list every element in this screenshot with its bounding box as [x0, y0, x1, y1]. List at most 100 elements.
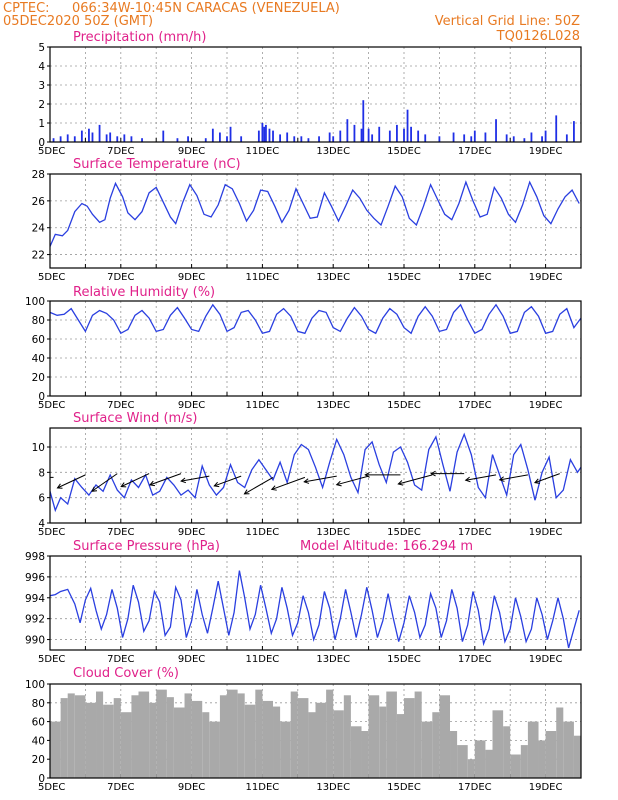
temp-series-line [50, 180, 580, 247]
precip-bar [346, 119, 349, 142]
precip-bar [438, 136, 441, 142]
cloud-area-bar [209, 721, 220, 778]
cloud-area-bar [326, 689, 334, 778]
precip-bar [424, 134, 427, 142]
precip-xtick-label: 11DEC [246, 146, 280, 157]
precip-bar [362, 100, 365, 142]
cloud-area-bar [184, 693, 192, 778]
wind-arrow [303, 475, 337, 484]
precip-bar [73, 136, 76, 142]
cloud-area-bar [545, 731, 557, 778]
cloud-area-bar [219, 695, 227, 778]
cloud-panel: 0 20 40 60 80 100 5DEC 7DEC 9DEC 11DEC 13DEC 15DEC 1… [25, 679, 582, 793]
precip-bar [211, 128, 214, 142]
cloud-area-bar [414, 691, 422, 778]
precip-bar [116, 136, 119, 142]
pressure-xtick-label: 19DEC [529, 654, 563, 665]
wind-arrow-head [397, 480, 404, 486]
temp-ytick-label: 28 [32, 169, 45, 181]
cloud-area-bar [467, 759, 475, 778]
cloud-area-bar [149, 702, 157, 778]
precip-bar [268, 128, 271, 142]
wind-arrow [213, 475, 242, 488]
precip-bar [555, 115, 558, 142]
precip-bar [463, 134, 466, 142]
wind-arrow-head [213, 481, 220, 488]
wind-arrow-head [120, 482, 127, 488]
wind-arrow-head [533, 478, 540, 484]
precip-bar [261, 123, 264, 142]
wind-arrow [56, 474, 86, 489]
pressure-ytick-label: 990 [25, 635, 45, 647]
cloud-area-bar [404, 698, 415, 778]
cloud-area-bar [237, 693, 245, 778]
cloud-xtick-label: 11DEC [246, 782, 280, 793]
wind-xtick-label: 5DEC [38, 527, 65, 538]
cloud-area-bar [85, 702, 97, 778]
precip-bar [484, 132, 487, 142]
wind-panel: 4 6 8 10 5DEC 7DEC 9DEC 11DEC 13DEC 15DEC 17DEC 19D… [32, 427, 582, 538]
precip-xtick-label: 5DEC [38, 146, 65, 157]
wind-xtick-label: 19DEC [529, 527, 563, 538]
precip-bar [226, 136, 228, 142]
cloud-area-bar [113, 698, 121, 778]
rh-xtick-label: 7DEC [107, 400, 134, 411]
precip-ytick-label: 4 [38, 61, 45, 73]
cloud-area-bar [350, 726, 362, 778]
cloud-area-bar [290, 691, 298, 778]
wind-xtick-label: 15DEC [387, 527, 421, 538]
precip-bar [396, 124, 398, 142]
precip-bar [88, 128, 90, 142]
precip-bar [109, 132, 112, 142]
cloud-area-bar [96, 691, 104, 778]
cloud-ytick-label: 20 [32, 754, 45, 766]
pressure-ytick-label: 996 [25, 572, 45, 584]
temp-xtick-label: 5DEC [38, 272, 65, 283]
precip-bar [123, 134, 126, 142]
precip-bar [523, 138, 526, 142]
precip-bar [328, 132, 331, 142]
rh-ytick-label: 40 [32, 353, 45, 365]
wind-arrow-head [243, 489, 250, 495]
wind-arrow-shaft [181, 475, 210, 482]
precip-panel: 0 1 2 3 4 5 5DEC 7DEC 9DEC 11DEC 13DEC 15DEC 17DEC 19… [38, 42, 582, 157]
cloud-area-bar [573, 735, 581, 778]
wind-arrow-head [91, 486, 98, 492]
precip-bar [130, 136, 133, 142]
precip-bar [406, 109, 409, 142]
precip-bar [403, 128, 405, 142]
wind-arrow-head [303, 478, 310, 484]
temp-ytick-label: 24 [32, 223, 46, 235]
precip-bar [105, 134, 108, 142]
cloud-area-bar [202, 712, 210, 778]
wind-arrow-shaft [120, 473, 150, 488]
cloud-area-bar [60, 698, 68, 778]
pressure-panel: 990 992 994 996 998 5DEC 7DEC 9DEC 11DEC 13DEC 15D… [25, 551, 582, 665]
pressure-title: Surface Pressure (hPa) [73, 539, 220, 554]
precip-bar [204, 138, 207, 142]
cloud-plot-area [50, 689, 581, 778]
precip-bar [162, 130, 165, 142]
rh-xtick-label: 5DEC [38, 400, 65, 411]
wind-arrow [148, 473, 182, 487]
wind-arrow-shaft [304, 475, 337, 483]
wind-xtick-label: 17DEC [458, 527, 492, 538]
precip-bar [353, 124, 356, 142]
cloud-area-bar [131, 695, 139, 778]
temp-xtick-label: 17DEC [458, 272, 492, 283]
wind-arrow [91, 473, 118, 492]
temp-frame [49, 173, 582, 269]
wind-arrow-head [180, 477, 187, 484]
rh-xtick-label: 17DEC [458, 400, 492, 411]
wind-arrow [498, 474, 528, 482]
precip-bar [388, 130, 391, 142]
precip-bar [360, 128, 363, 142]
wind-arrow-shaft [271, 476, 306, 490]
cloud-area-bar [510, 754, 521, 778]
wind-arrow [464, 474, 497, 483]
cloud-xtick-label: 17DEC [458, 782, 492, 793]
wind-ytick-label: 8 [38, 467, 45, 479]
wind-arrow-head [56, 483, 63, 489]
cloud-ytick-label: 60 [32, 717, 45, 729]
precip-xtick-label: 19DEC [529, 146, 563, 157]
